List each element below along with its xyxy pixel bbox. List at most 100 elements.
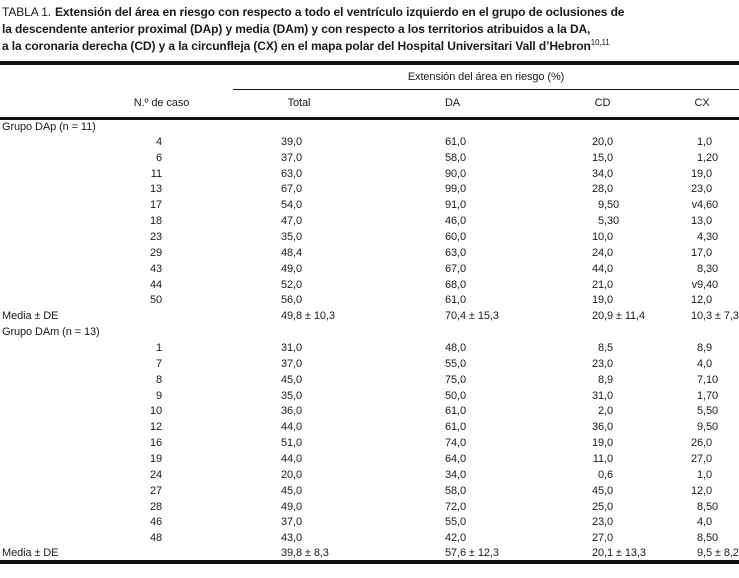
value-cell: 39,0 xyxy=(280,135,302,148)
value-cell: 42,0 xyxy=(444,532,466,545)
value-cell: 46,0 xyxy=(444,215,466,228)
table-row: 24 20,0 34,0 0,6 1,0 xyxy=(0,467,739,483)
column-header-row: N.º de caso Total DA CD CX xyxy=(0,89,739,120)
case-number: 6 xyxy=(155,151,162,164)
value-cell: 49,0 xyxy=(280,262,302,275)
value-cell: 56,0 xyxy=(280,294,302,307)
table-row: 17 54,0 91,0 9,50 v4,60 xyxy=(0,197,739,213)
value-cell: 4,0 xyxy=(696,357,712,370)
value-cell: 55,0 xyxy=(444,357,466,370)
value-cell: 58,0 xyxy=(444,151,466,164)
title-text-2: la descendente anterior proximal (DAp) y… xyxy=(2,22,591,36)
risk-extension-table: Extensión del área en riesgo (%) N.º de … xyxy=(0,61,739,565)
value-cell: 61,0 xyxy=(444,135,466,148)
table-row: 29 48,4 63,0 24,0 17,0 xyxy=(0,245,739,261)
value-cell: 63,0 xyxy=(444,246,466,259)
group-header-row: Grupo DAp (n = 11) xyxy=(0,118,739,134)
table-row: 46 37,0 55,0 23,0 4,0 xyxy=(0,514,739,530)
value-cell: 70,4 ± 15,3 xyxy=(444,310,499,323)
case-number: 12 xyxy=(149,421,162,434)
table-row: 50 56,0 61,0 19,0 12,0 xyxy=(0,292,739,308)
value-cell: 17,0 xyxy=(690,246,712,259)
summary-label: Media ± DE xyxy=(2,547,59,560)
case-number: 18 xyxy=(149,215,162,228)
case-number: 19 xyxy=(149,452,162,465)
value-cell: 37,0 xyxy=(280,357,302,370)
value-cell: 7,10 xyxy=(696,373,718,386)
title-line-3: a la coronaria derecha (CD) y a la circu… xyxy=(2,38,739,55)
title-text-3: a la coronaria derecha (CD) y a la circu… xyxy=(2,39,591,53)
value-cell: 61,0 xyxy=(444,421,466,434)
value-cell: 63,0 xyxy=(280,167,302,180)
case-number: 13 xyxy=(149,183,162,196)
value-cell: 50,0 xyxy=(444,389,466,402)
table-row: 44 52,0 68,0 21,0 v9,40 xyxy=(0,277,739,293)
title-line-1: TABLA 1. Extensión del área en riesgo con… xyxy=(2,4,739,21)
value-cell: 58,0 xyxy=(444,484,466,497)
value-cell: 19,0 xyxy=(591,437,613,450)
value-cell: 52,0 xyxy=(280,278,302,291)
value-cell: 5,30 xyxy=(597,215,619,228)
table-row: 18 47,0 46,0 5,30 13,0 xyxy=(0,213,739,229)
summary-row: Media ± DE 49,8 ± 10,3 70,4 ± 15,3 20,9 ± 1… xyxy=(0,308,739,324)
case-number: 8 xyxy=(155,373,162,386)
value-cell: 44,0 xyxy=(591,262,613,275)
value-cell: 4,0 xyxy=(696,516,712,529)
value-cell: 47,0 xyxy=(280,215,302,228)
table-row: 4 39,0 61,0 20,0 1,0 xyxy=(0,134,739,150)
value-cell: 75,0 xyxy=(444,373,466,386)
value-cell: 2,0 xyxy=(597,405,613,418)
case-number: 44 xyxy=(149,278,162,291)
value-cell: 12,0 xyxy=(690,294,712,307)
value-cell: 72,0 xyxy=(444,500,466,513)
value-cell: 5,50 xyxy=(696,405,718,418)
value-cell: 19,0 xyxy=(591,294,613,307)
group-label: Grupo DAp (n = 11) xyxy=(2,120,96,133)
value-cell: 9,50 xyxy=(696,421,718,434)
value-cell: 60,0 xyxy=(444,230,466,243)
value-cell: 67,0 xyxy=(444,262,466,275)
table-row: 8 45,0 75,0 8,9 7,10 xyxy=(0,372,739,388)
value-cell: 21,0 xyxy=(591,278,613,291)
case-number: 11 xyxy=(150,167,162,180)
group-header-row: Grupo DAm (n = 13) xyxy=(0,324,739,340)
column-header-total: Total xyxy=(233,89,365,120)
value-cell: 10,3 ± 7,3 xyxy=(690,310,739,323)
value-cell: 12,0 xyxy=(690,484,712,497)
value-cell: 9,5 ± 8,2 xyxy=(696,547,739,560)
column-header-da: DA xyxy=(365,89,540,120)
value-cell: 19,0 xyxy=(690,167,712,180)
value-cell: 11,0 xyxy=(592,452,613,465)
value-cell: 67,0 xyxy=(280,183,302,196)
summary-label: Media ± DE xyxy=(2,310,59,323)
case-number: 7 xyxy=(155,357,162,370)
table-row: 11 63,0 90,0 34,0 19,0 xyxy=(0,166,739,182)
case-number: 17 xyxy=(149,199,162,212)
value-cell: 20,9 ± 11,4 xyxy=(591,310,646,323)
title-text-1: Extensión del área en riesgo con respect… xyxy=(55,5,625,19)
table-row: 19 44,0 64,0 11,0 27,0 xyxy=(0,451,739,467)
case-number: 10 xyxy=(149,405,162,418)
value-cell: 23,0 xyxy=(690,183,712,196)
table-row: 9 35,0 50,0 31,0 1,70 xyxy=(0,388,739,404)
value-cell: 36,0 xyxy=(280,405,302,418)
value-cell: 90,0 xyxy=(444,167,466,180)
value-cell: 74,0 xyxy=(444,437,466,450)
table-row: 7 37,0 55,0 23,0 4,0 xyxy=(0,356,739,372)
value-cell: 57,6 ± 12,3 xyxy=(444,547,499,560)
case-number: 29 xyxy=(149,246,162,259)
value-cell: 45,0 xyxy=(280,373,302,386)
case-number: 24 xyxy=(149,468,162,481)
value-cell: 48,4 xyxy=(280,246,302,259)
value-cell: 8,9 xyxy=(597,373,613,386)
value-cell: 43,0 xyxy=(280,532,302,545)
value-cell: 49,0 xyxy=(280,500,302,513)
case-number: 48 xyxy=(149,532,162,545)
column-header-cd: CD xyxy=(540,89,665,120)
value-cell: 37,0 xyxy=(280,516,302,529)
value-cell: 48,0 xyxy=(444,341,466,354)
value-cell: 35,0 xyxy=(280,230,302,243)
value-cell: 91,0 xyxy=(444,199,466,212)
value-cell: 54,0 xyxy=(280,199,302,212)
case-number: 1 xyxy=(155,341,162,354)
